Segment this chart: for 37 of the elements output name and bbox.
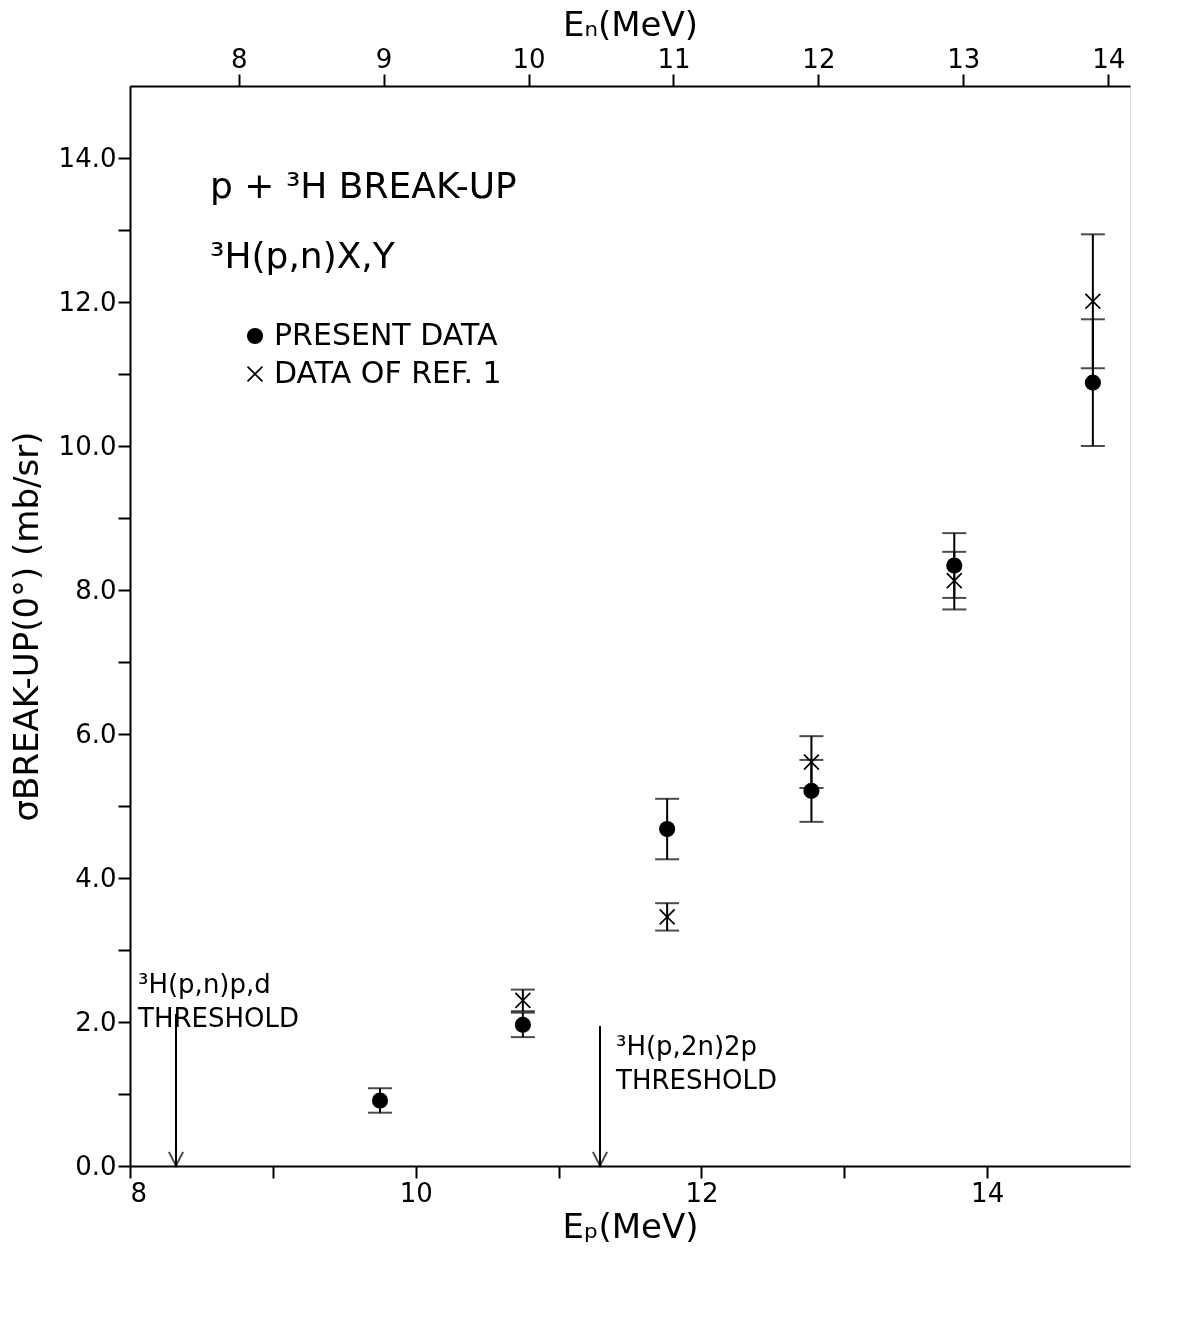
x2-axis-title: Eₙ(MeV) xyxy=(562,3,699,44)
point xyxy=(659,820,676,838)
y-tick-label: 12.0 xyxy=(58,286,117,317)
x-axis-title: Eₚ(MeV) xyxy=(562,1205,699,1246)
x2-tick-label: 14 xyxy=(1092,43,1126,74)
y-tick-label: 10.0 xyxy=(58,430,117,461)
legend-label: PRESENT DATA xyxy=(274,317,498,352)
legend-label: DATA OF REF. 1 xyxy=(274,355,502,390)
x2-tick-label: 12 xyxy=(802,43,836,74)
y-axis-title: σBREAK-UP(0°) (mb/sr) xyxy=(5,431,46,822)
y-tick-label: 2.0 xyxy=(75,1006,117,1037)
x2-tick-label: 9 xyxy=(375,43,393,74)
y-tick-label: 4.0 xyxy=(75,862,117,893)
point xyxy=(946,572,963,589)
point xyxy=(1084,374,1101,391)
point xyxy=(946,557,963,574)
point xyxy=(514,1016,531,1033)
y-tick-label: 0.0 xyxy=(75,1150,117,1181)
annotation: ³H(p,n)X,Y xyxy=(210,235,396,276)
y-tick-label: 6.0 xyxy=(75,718,117,749)
point xyxy=(659,908,676,925)
x-tick-label: 8 xyxy=(130,1177,148,1208)
annotation: ³H(p,n)p,d THRESHOLD xyxy=(137,969,299,1033)
point xyxy=(371,1092,389,1109)
x2-tick-label: 8 xyxy=(230,43,248,74)
annotation: p + ³H BREAK-UP xyxy=(210,165,517,206)
point xyxy=(1084,293,1101,310)
y-tick-label: 14.0 xyxy=(58,142,117,173)
x2-tick-label: 13 xyxy=(947,43,981,74)
x-tick-label: 14 xyxy=(971,1177,1005,1208)
x2-tick-label: 10 xyxy=(512,43,546,74)
annotation: ³H(p,2n)2p THRESHOLD xyxy=(615,1031,777,1095)
point xyxy=(803,782,820,799)
x-tick-label: 10 xyxy=(399,1177,433,1208)
y-tick-label: 8.0 xyxy=(75,574,117,605)
x-tick-label: 12 xyxy=(685,1177,719,1208)
x2-tick-label: 11 xyxy=(657,43,691,74)
